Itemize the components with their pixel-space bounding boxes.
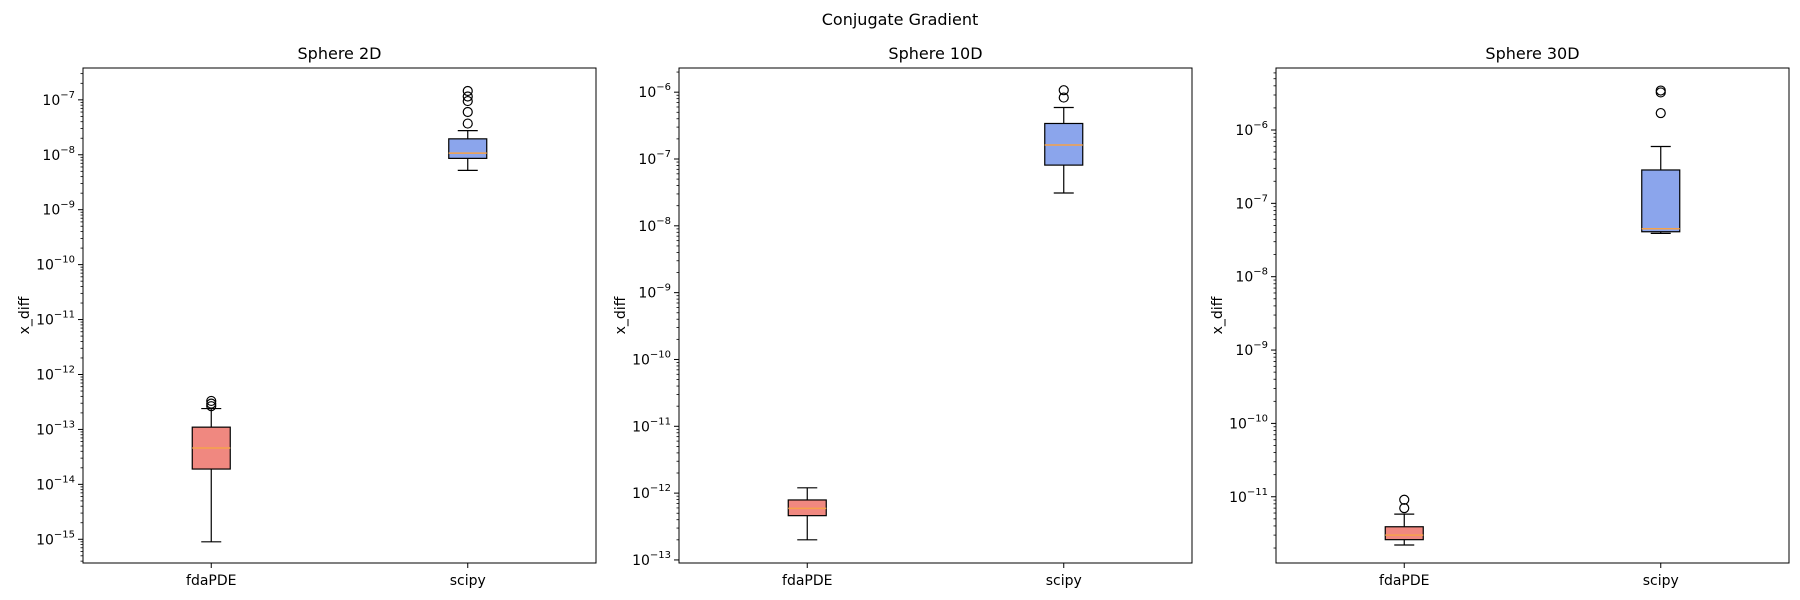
y-tick-label: 10−7 [638, 149, 671, 168]
outlier-point [1399, 494, 1410, 505]
subplot-3: Sphere 30D x_diff 10−11 10−10 10−9 10−8 10−7 10… [1210, 44, 1790, 589]
y-tick-label: 10−11 [1229, 487, 1268, 506]
box-iqr [1641, 169, 1681, 233]
box-scipy [448, 85, 488, 171]
outlier-point [206, 398, 217, 409]
y-tick-label: 10−14 [36, 474, 75, 493]
box-fdaPDE [191, 395, 231, 543]
y-tick-label: 10−12 [632, 483, 671, 502]
outlier-point [1655, 107, 1666, 119]
box-scipy [1641, 85, 1681, 234]
subplot-1: Sphere 2D x_diff 10−15 10−14 10−13 10−12 10−11… [17, 44, 597, 589]
box-iqr [1384, 526, 1424, 541]
outlier-point [462, 91, 473, 102]
y-tick-label: 10−10 [632, 349, 671, 368]
x-tick-label: scipy [1046, 573, 1082, 589]
y-tick-label: 10−10 [36, 255, 75, 274]
outlier-point [1058, 92, 1069, 103]
y-tick-label: 10−6 [1235, 120, 1268, 139]
y-tick-label: 10−12 [36, 364, 75, 383]
axes-frame [678, 67, 1193, 564]
box-fdaPDE [1384, 494, 1424, 546]
y-tick-label: 10−10 [1229, 413, 1268, 432]
subplot-title: Sphere 30D [1485, 44, 1579, 63]
outlier-point [1399, 503, 1410, 514]
y-tick-label: 10−6 [638, 82, 671, 101]
outlier-point [206, 401, 217, 412]
y-tick-label: 10−13 [632, 550, 671, 569]
outlier-point [462, 95, 473, 107]
outlier-point [462, 106, 473, 118]
y-axis-label: x_diff [17, 296, 33, 334]
outlier-point [462, 85, 473, 97]
y-tick-label: 10−11 [632, 416, 671, 435]
outlier-point [1655, 85, 1666, 96]
box-iqr [448, 138, 488, 159]
y-tick-label: 10−9 [1235, 340, 1268, 359]
axes-frame [82, 67, 597, 564]
y-tick-label: 10−9 [42, 200, 75, 219]
x-tick-label: fdaPDE [1379, 573, 1429, 589]
box-fdaPDE [787, 487, 827, 541]
y-axis-label: x_diff [613, 296, 629, 334]
y-tick-label: 10−13 [36, 419, 75, 438]
box-scipy [1044, 85, 1084, 194]
y-tick-label: 10−7 [42, 90, 75, 109]
outlier-point [206, 395, 217, 407]
x-tick-label: scipy [450, 573, 486, 589]
y-tick-label: 10−15 [36, 529, 75, 548]
y-tick-label: 10−11 [36, 310, 75, 329]
y-tick-label: 10−7 [1235, 193, 1268, 212]
axes-frame [1275, 67, 1790, 564]
x-tick-label: scipy [1643, 573, 1679, 589]
x-tick-label: fdaPDE [782, 573, 832, 589]
figure-title: Conjugate Gradient [822, 10, 979, 29]
y-tick-label: 10−8 [1235, 267, 1268, 286]
subplot-title: Sphere 2D [298, 44, 382, 63]
y-axis-label: x_diff [1210, 296, 1226, 334]
y-tick-label: 10−9 [638, 283, 671, 302]
outlier-point [1058, 85, 1069, 96]
y-tick-label: 10−8 [42, 145, 75, 164]
x-tick-label: fdaPDE [186, 573, 236, 589]
outlier-point [462, 118, 473, 129]
subplot-2: Sphere 10D x_diff 10−13 10−12 10−11 10−10 10−9… [613, 44, 1193, 589]
y-tick-label: 10−8 [638, 216, 671, 235]
subplot-title: Sphere 10D [888, 44, 982, 63]
